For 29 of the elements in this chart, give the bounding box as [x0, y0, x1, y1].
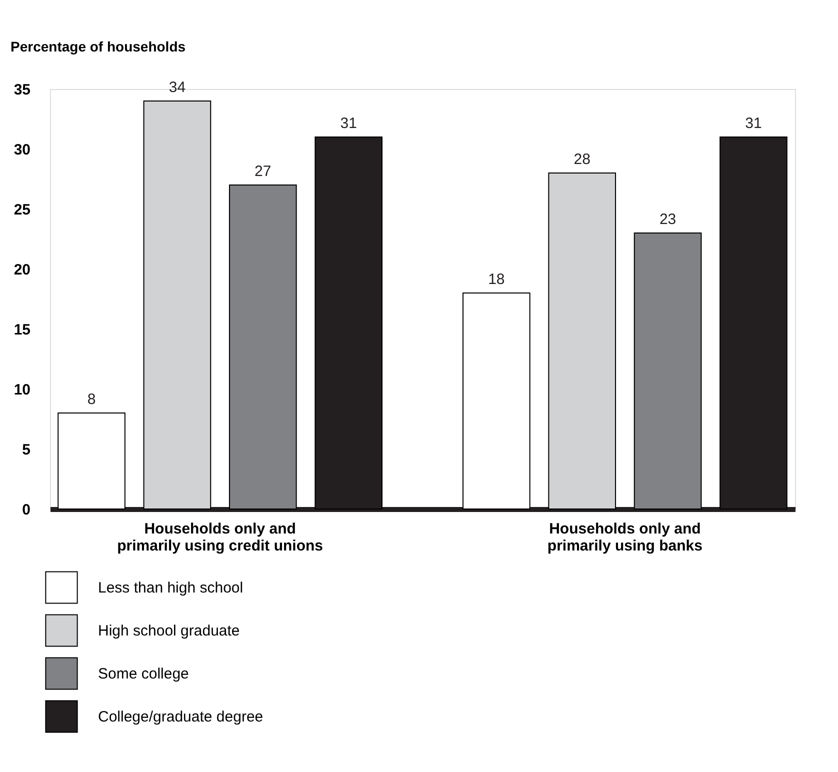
data-label: 34	[168, 79, 186, 96]
data-label: 31	[745, 115, 762, 132]
bar	[462, 292, 530, 510]
bar	[548, 172, 616, 510]
data-label: 28	[574, 151, 590, 168]
legend-label: Less than high school	[98, 580, 244, 596]
data-label: 27	[254, 163, 272, 180]
bar	[143, 100, 212, 510]
y-tick-label: 30	[14, 142, 30, 158]
bar	[634, 232, 702, 510]
y-tick-label: 5	[22, 442, 30, 458]
y-tick-label: 0	[22, 502, 30, 518]
y-tick-label: 20	[14, 262, 30, 278]
data-label: 31	[340, 115, 357, 132]
bar	[228, 184, 297, 510]
x-tick-label: Households only and primarily using credit unions	[117, 520, 323, 554]
legend-label: High school graduate	[98, 622, 240, 640]
y-axis-title: Percentage of households	[10, 38, 186, 54]
x-tick-label: Households only and primarily using banks	[547, 520, 702, 554]
data-label: 8	[87, 391, 96, 408]
y-tick-label: 25	[14, 202, 30, 218]
data-label: 18	[488, 271, 505, 288]
legend-label: College/graduate degree	[98, 708, 264, 726]
legend-label: Some college	[98, 666, 189, 682]
bar	[58, 412, 126, 510]
y-tick-label: 35	[14, 82, 30, 98]
y-tick-label: 10	[14, 382, 30, 398]
data-label: 23	[659, 211, 676, 228]
y-tick-label: 15	[14, 322, 30, 338]
